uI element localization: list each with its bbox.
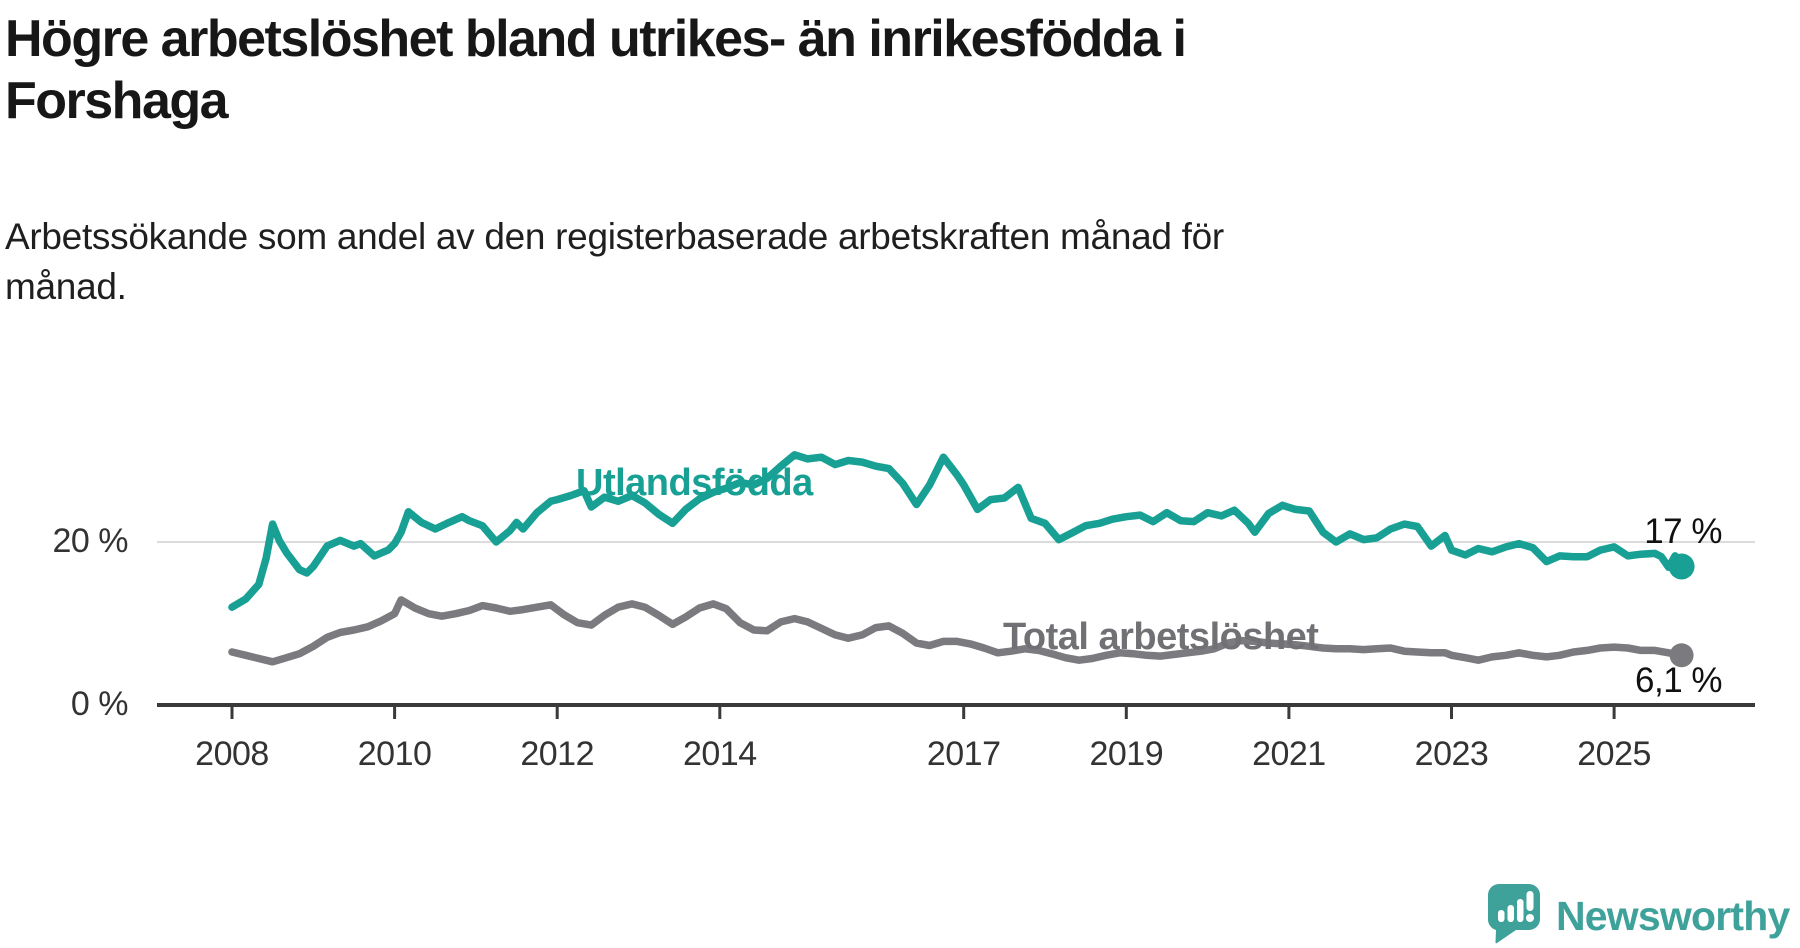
exclamation-bar xyxy=(1526,891,1534,911)
x-tick-label: 2012 xyxy=(520,735,594,773)
x-tick-label: 2025 xyxy=(1577,735,1651,773)
chart-bars-icon xyxy=(1498,891,1534,922)
newsworthy-logo: Newsworthy xyxy=(1487,884,1790,948)
series-label-utlandsfodda: Utlandsfödda xyxy=(576,462,813,504)
brand-name: Newsworthy xyxy=(1556,893,1790,939)
utlandsfodda-end-dot xyxy=(1668,553,1695,580)
total-line xyxy=(228,596,1686,666)
y-tick-label: 0 % xyxy=(70,685,129,723)
exclamation-dot xyxy=(1526,914,1534,922)
x-tick-label: 2019 xyxy=(1089,735,1164,773)
title-line-2: Forshaga xyxy=(5,72,229,131)
total-end-dot xyxy=(1669,643,1694,668)
x-tick-label: 2021 xyxy=(1252,735,1326,773)
value-label-utlandsfodda: 17 % xyxy=(1644,512,1722,551)
subtitle-line-2: månad. xyxy=(5,265,127,307)
x-tick-label: 2010 xyxy=(357,735,432,773)
title-line-1: Högre arbetslöshet bland utrikes- än inr… xyxy=(5,10,1187,68)
chart-subtitle: Arbetssökande som andel av den registerb… xyxy=(5,212,1505,312)
x-tick-label: 2014 xyxy=(682,735,757,773)
y-tick-label: 20 % xyxy=(52,522,129,560)
page-title: Högre arbetslöshet bland utrikes- än inr… xyxy=(5,8,1705,133)
utlandsfodda-line xyxy=(228,451,1686,611)
x-tick-label: 2017 xyxy=(926,735,1001,773)
value-label-total: 6,1 % xyxy=(1635,661,1723,700)
series-label-total: Total arbetslöshet xyxy=(1003,616,1319,658)
newsworthy-icon xyxy=(1487,884,1540,948)
x-tick-label: 2023 xyxy=(1414,735,1489,773)
x-tick-label: 2008 xyxy=(195,735,269,773)
subtitle-line-1: Arbetssökande som andel av den registerb… xyxy=(5,216,1224,257)
